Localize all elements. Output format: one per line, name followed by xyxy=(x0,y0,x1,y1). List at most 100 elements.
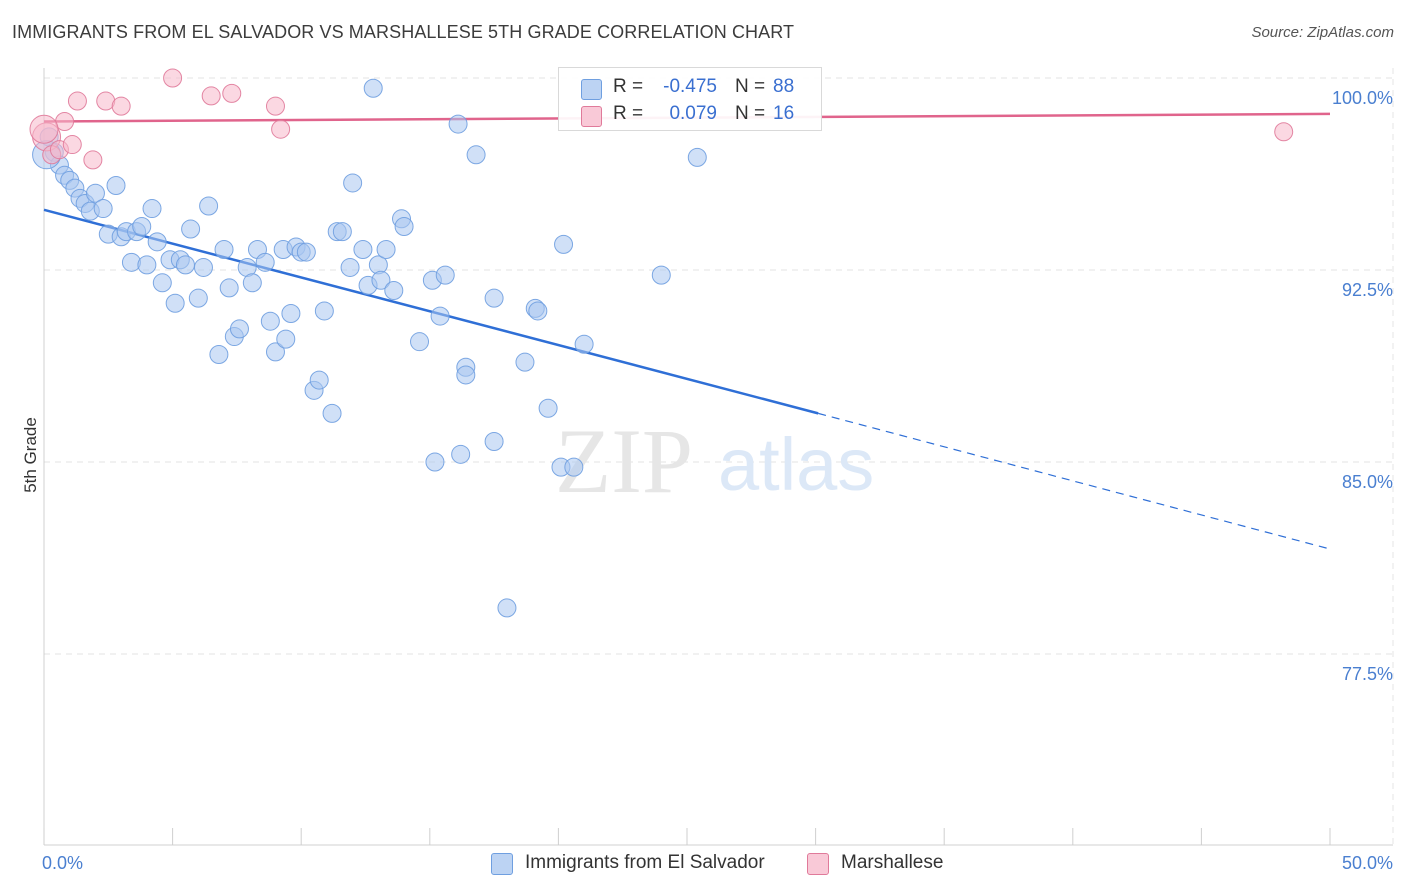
point-el-salvador xyxy=(353,240,373,260)
point-el-salvador xyxy=(574,334,594,354)
point-el-salvador xyxy=(106,176,126,196)
series-legend: Immigrants from El Salvador Marshallese xyxy=(0,852,1406,878)
point-el-salvador xyxy=(276,329,296,349)
legend-n-value: 88 xyxy=(773,76,795,97)
y-tick-label: 85.0% xyxy=(1342,472,1393,492)
legend-r-label: R = xyxy=(613,76,644,97)
y-axis-label: 5th Grade xyxy=(21,417,40,493)
point-el-salvador xyxy=(371,270,391,290)
trend-line-el-salvador-projection xyxy=(818,412,1331,550)
legend-r-value: -0.475 xyxy=(663,76,717,97)
point-el-salvador xyxy=(376,240,396,260)
legend-n-label: N = xyxy=(735,103,766,124)
point-el-salvador xyxy=(209,344,229,364)
point-el-salvador xyxy=(193,257,213,277)
point-el-salvador xyxy=(451,444,471,464)
chart-source: Source: ZipAtlas.com xyxy=(1251,24,1394,41)
point-el-salvador xyxy=(147,232,167,252)
point-marshallese xyxy=(163,68,183,88)
x-tick-labels: 0.0% 50.0% xyxy=(42,853,1393,873)
point-marshallese xyxy=(201,86,221,106)
legend-label-el-salvador: Immigrants from El Salvador xyxy=(525,852,765,873)
point-el-salvador xyxy=(165,293,185,313)
x-tick-label: 0.0% xyxy=(42,853,83,873)
point-el-salvador xyxy=(554,234,574,254)
point-el-salvador xyxy=(484,288,504,308)
point-el-salvador xyxy=(214,240,234,260)
point-el-salvador xyxy=(281,304,301,324)
point-el-salvador xyxy=(410,332,430,352)
legend-n-value: 16 xyxy=(773,103,795,124)
point-el-salvador xyxy=(181,219,201,239)
trend-line-el-salvador xyxy=(43,208,819,415)
point-el-salvador xyxy=(340,257,360,277)
points-layer xyxy=(29,68,1294,618)
point-el-salvador xyxy=(497,598,517,618)
point-el-salvador xyxy=(435,265,455,285)
point-marshallese xyxy=(29,114,59,144)
point-el-salvador xyxy=(466,145,486,165)
x-tick-label: 50.0% xyxy=(1342,853,1393,873)
point-el-salvador xyxy=(142,199,162,219)
point-el-salvador xyxy=(296,242,316,262)
point-el-salvador xyxy=(199,196,219,216)
point-marshallese xyxy=(111,96,131,116)
point-marshallese xyxy=(265,96,285,116)
point-el-salvador xyxy=(137,255,157,275)
point-el-salvador xyxy=(322,403,342,423)
y-tick-label: 100.0% xyxy=(1332,88,1393,108)
legend-r-label: R = xyxy=(613,103,644,124)
point-marshallese xyxy=(83,150,103,170)
point-el-salvador xyxy=(448,114,468,134)
axes xyxy=(43,68,1394,846)
point-el-salvador xyxy=(265,342,285,362)
point-el-salvador xyxy=(152,273,172,293)
point-el-salvador xyxy=(528,301,548,321)
point-el-salvador xyxy=(363,78,383,98)
point-el-salvador xyxy=(484,432,504,452)
point-el-salvador xyxy=(175,255,195,275)
point-el-salvador xyxy=(219,278,239,298)
point-el-salvador xyxy=(425,452,445,472)
point-el-salvador xyxy=(85,183,105,203)
point-marshallese xyxy=(62,135,82,155)
legend-swatch-pink xyxy=(581,106,602,127)
point-el-salvador xyxy=(538,398,558,418)
gridlines xyxy=(44,77,1393,655)
legend-row-marshallese: R = 0.079 N = 16 xyxy=(559,101,821,129)
legend-r-value: 0.079 xyxy=(669,103,717,124)
point-el-salvador xyxy=(242,273,262,293)
point-marshallese xyxy=(271,119,291,139)
point-el-salvador xyxy=(515,352,535,372)
point-el-salvador xyxy=(456,365,476,385)
point-el-salvador xyxy=(332,222,352,242)
legend-label-marshallese: Marshallese xyxy=(841,852,944,873)
point-el-salvador xyxy=(343,173,363,193)
legend-swatch-blue xyxy=(581,79,602,100)
point-el-salvador xyxy=(430,306,450,326)
point-el-salvador xyxy=(314,301,334,321)
point-el-salvador xyxy=(188,288,208,308)
y-tick-label: 92.5% xyxy=(1342,280,1393,300)
legend-swatch-pink xyxy=(807,853,829,875)
stats-legend: R = -0.475 N = 88 R = 0.079 N = 16 xyxy=(558,67,822,131)
y-tick-labels: 100.0% 92.5% 85.0% 77.5% xyxy=(1332,88,1393,684)
point-el-salvador xyxy=(93,199,113,219)
point-marshallese xyxy=(222,83,242,103)
point-el-salvador xyxy=(260,311,280,331)
point-el-salvador xyxy=(309,370,329,390)
point-el-salvador xyxy=(564,457,584,477)
y-tick-label: 77.5% xyxy=(1342,664,1393,684)
watermark-atlas: atlas xyxy=(718,423,874,506)
point-el-salvador xyxy=(384,280,404,300)
point-marshallese xyxy=(1274,122,1294,142)
point-el-salvador xyxy=(229,319,249,339)
point-marshallese xyxy=(67,91,87,111)
watermark: ZIP atlas xyxy=(555,410,874,512)
chart-title: IMMIGRANTS FROM EL SALVADOR VS MARSHALLE… xyxy=(12,22,795,42)
point-el-salvador xyxy=(687,147,707,167)
legend-n-label: N = xyxy=(735,76,766,97)
point-el-salvador xyxy=(255,252,275,272)
legend-row-el-salvador: R = -0.475 N = 88 xyxy=(559,74,821,102)
